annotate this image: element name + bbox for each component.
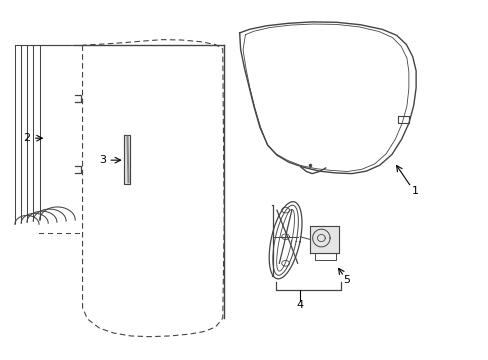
Polygon shape <box>309 226 338 253</box>
Text: 2: 2 <box>23 133 30 143</box>
Text: 5: 5 <box>343 275 350 285</box>
Text: 1: 1 <box>411 186 418 196</box>
Text: 4: 4 <box>296 300 303 310</box>
Polygon shape <box>123 135 130 184</box>
Text: 3: 3 <box>99 155 106 165</box>
